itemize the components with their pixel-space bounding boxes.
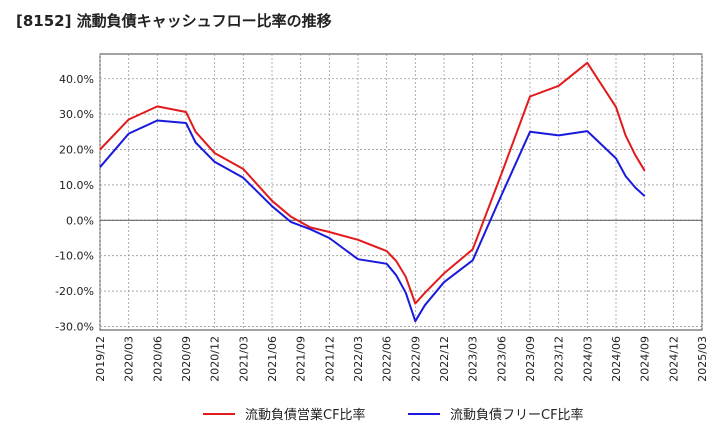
x-tick-label: 2021/03 [237,336,250,382]
x-tick-label: 2020/09 [180,336,193,382]
x-tick-label: 2022/06 [381,336,394,382]
x-tick-label: 2024/06 [610,336,623,382]
x-tick-label: 2020/03 [123,336,136,382]
y-tick-label: -30.0% [55,320,94,333]
x-tick-labels: 2019/12 2020/03 2020/06 2020/09 2020/12 2021/… [94,336,709,382]
x-tick-label: 2024/03 [581,336,594,382]
x-tick-label: 2021/06 [266,336,279,382]
y-tick-label: 20.0% [59,144,94,157]
x-tick-label: 2020/12 [209,336,222,382]
legend-label-1: 流動負債営業CF比率 [245,407,366,423]
plot-area [99,53,703,331]
x-tick-label: 2023/06 [495,336,508,382]
series-line-2 [99,119,646,323]
y-tick-label: 0.0% [66,214,94,227]
x-tick-label: 2023/12 [553,336,566,382]
x-tick-label: 2021/09 [295,336,308,382]
series-lines [99,61,646,323]
chart-title: [8152] 流動負債キャッシュフロー比率の推移 [16,12,332,30]
x-tick-label: 2024/12 [667,336,680,382]
x-tick-label: 2025/03 [696,336,709,382]
x-tick-label: 2022/12 [438,336,451,382]
y-tick-label: 30.0% [59,108,94,121]
series-line-1 [99,61,646,305]
x-tick-label: 2024/09 [639,336,652,382]
y-tick-label: -10.0% [55,250,94,263]
legend-label-2: 流動負債フリーCF比率 [450,407,584,423]
legend: 流動負債営業CF比率 流動負債フリーCF比率 [203,407,584,423]
x-tick-label: 2020/06 [151,336,164,382]
y-tick-label: -20.0% [55,285,94,298]
x-tick-label: 2023/03 [467,336,480,382]
x-tick-label: 2021/12 [323,336,336,382]
y-tick-label: 10.0% [59,179,94,192]
x-tick-label: 2022/09 [409,336,422,382]
x-tick-label: 2022/03 [352,336,365,382]
x-tick-label: 2019/12 [94,336,107,382]
x-tick-label: 2023/09 [524,336,537,382]
y-tick-labels: -30.0% -20.0% -10.0% 0.0% 10.0% 20.0% 30.0% 40.… [55,73,94,334]
y-tick-label: 40.0% [59,73,94,86]
